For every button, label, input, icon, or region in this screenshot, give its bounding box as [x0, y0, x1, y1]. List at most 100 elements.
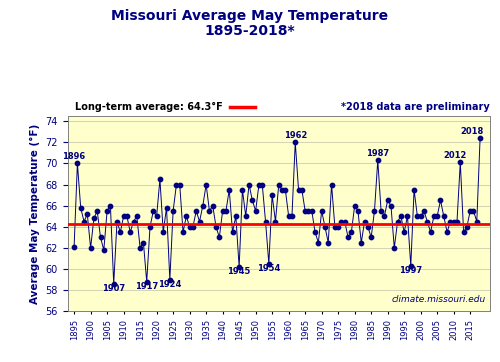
Point: [298, 187, 306, 193]
Point: [407, 263, 415, 269]
Text: Long-term average: 64.3°F: Long-term average: 64.3°F: [75, 102, 223, 112]
Text: 2012: 2012: [444, 151, 467, 160]
Point: [86, 245, 94, 251]
Point: [126, 229, 134, 235]
Text: 1896: 1896: [62, 152, 86, 161]
Point: [120, 213, 128, 219]
Point: [384, 198, 392, 203]
Point: [324, 240, 332, 245]
Point: [150, 208, 158, 214]
Point: [142, 279, 150, 285]
Point: [222, 208, 230, 214]
Point: [331, 224, 339, 230]
Point: [245, 182, 253, 188]
Point: [348, 229, 356, 235]
Point: [292, 139, 300, 145]
Point: [258, 182, 266, 188]
Point: [228, 229, 236, 235]
Point: [202, 182, 210, 188]
Point: [76, 205, 84, 211]
Point: [473, 219, 481, 224]
Point: [334, 224, 342, 230]
Point: [169, 208, 177, 214]
Point: [176, 182, 184, 188]
Point: [390, 245, 398, 251]
Text: 1962: 1962: [284, 131, 307, 140]
Point: [225, 187, 233, 193]
Text: Missouri Average May Temperature: Missouri Average May Temperature: [112, 9, 388, 23]
Point: [189, 224, 197, 230]
Point: [450, 219, 458, 224]
Point: [446, 219, 454, 224]
Point: [199, 203, 207, 209]
Point: [284, 213, 292, 219]
Point: [70, 244, 78, 250]
Point: [456, 159, 464, 165]
Point: [208, 203, 216, 209]
Point: [420, 208, 428, 214]
Point: [374, 157, 382, 163]
Text: 1945: 1945: [228, 268, 251, 276]
Point: [328, 182, 336, 188]
Point: [364, 224, 372, 230]
Point: [476, 135, 484, 141]
Point: [103, 208, 111, 214]
Point: [235, 264, 243, 270]
Point: [377, 208, 385, 214]
Point: [350, 203, 358, 209]
Text: 1907: 1907: [102, 284, 126, 293]
Point: [84, 211, 92, 217]
Point: [443, 229, 451, 235]
Point: [370, 208, 378, 214]
Point: [196, 219, 203, 224]
Point: [321, 224, 329, 230]
Point: [426, 229, 434, 235]
Point: [416, 213, 424, 219]
Point: [433, 213, 441, 219]
Point: [470, 208, 478, 214]
Point: [387, 203, 395, 209]
Point: [248, 198, 256, 203]
Point: [252, 208, 260, 214]
Text: 1987: 1987: [366, 149, 390, 158]
Point: [262, 219, 270, 224]
Point: [192, 208, 200, 214]
Text: 1924: 1924: [158, 280, 182, 289]
Point: [341, 219, 349, 224]
Point: [206, 208, 214, 214]
Point: [304, 208, 312, 214]
Point: [400, 229, 408, 235]
Point: [354, 208, 362, 214]
Point: [212, 224, 220, 230]
Point: [100, 247, 108, 253]
Point: [282, 187, 290, 193]
Point: [318, 208, 326, 214]
Point: [96, 235, 104, 240]
Point: [238, 187, 246, 193]
Point: [156, 176, 164, 182]
Point: [466, 208, 474, 214]
Point: [93, 208, 101, 214]
Point: [166, 277, 174, 282]
Text: climate.missouri.edu: climate.missouri.edu: [392, 295, 486, 303]
Point: [110, 281, 118, 287]
Point: [344, 235, 352, 240]
Point: [367, 235, 375, 240]
Point: [278, 187, 286, 193]
Point: [424, 219, 432, 224]
Point: [440, 213, 448, 219]
Point: [404, 213, 411, 219]
Point: [186, 224, 194, 230]
Point: [308, 208, 316, 214]
Point: [218, 208, 226, 214]
Point: [358, 240, 366, 245]
Point: [140, 240, 147, 245]
Point: [414, 213, 422, 219]
Point: [275, 182, 283, 188]
Point: [133, 213, 141, 219]
Text: 1997: 1997: [399, 266, 422, 275]
Point: [232, 213, 240, 219]
Point: [272, 219, 280, 224]
Point: [136, 245, 144, 251]
Point: [397, 213, 405, 219]
